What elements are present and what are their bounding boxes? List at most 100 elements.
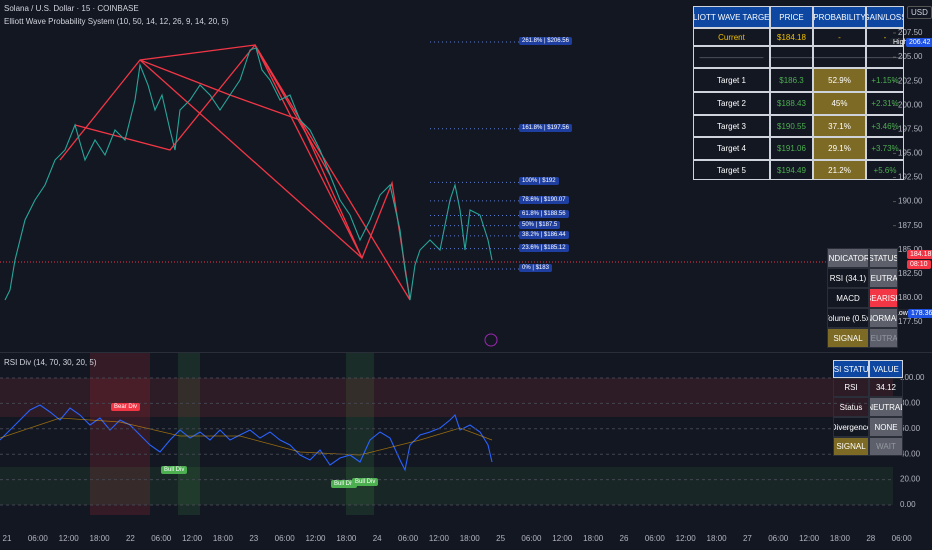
price-tick-label: 200.00 — [898, 100, 923, 109]
table-cell: Target 5 — [693, 160, 770, 180]
time-label: 18:00 — [830, 534, 851, 543]
table-cell: Status — [833, 397, 869, 417]
price-tick-label: 190.00 — [898, 197, 923, 206]
time-label: 06:00 — [768, 534, 789, 543]
time-label: 12:00 — [305, 534, 326, 543]
time-label: 27 — [743, 534, 752, 543]
table-cell: RSI (34.1) — [827, 268, 869, 288]
fib-label: 61.8% | $188.56 — [519, 210, 569, 219]
time-label: 18:00 — [90, 534, 111, 543]
price-tick-label: 197.50 — [898, 124, 923, 133]
rsi-line — [0, 404, 493, 472]
time-label: 18:00 — [213, 534, 234, 543]
table-cell: ———————— — [770, 46, 813, 68]
fib-label: 100% | $192 — [519, 177, 559, 186]
elliott-waves — [59, 43, 411, 301]
table-cell: - — [813, 28, 866, 46]
time-label: 06:00 — [275, 534, 296, 543]
table-cell: 29.1% — [813, 137, 866, 160]
time-label: 06:00 — [521, 534, 542, 543]
table-cell: Volume (0.5x) — [827, 308, 869, 328]
fib-label: 78.6% | $190.07 — [519, 195, 569, 204]
fib-label: 161.8% | $197.56 — [519, 123, 572, 132]
price-tick-label: 185.00 — [898, 245, 923, 254]
table-cell: NONE — [869, 417, 903, 437]
rsi-tick-label: 100.00 — [900, 373, 925, 382]
table-cell: +5.6% — [866, 160, 904, 180]
time-label: 26 — [620, 534, 629, 543]
time-label: 24 — [373, 534, 382, 543]
time-label: 06:00 — [151, 534, 172, 543]
fib-label: 38.2% | $186.44 — [519, 230, 569, 239]
event-icon — [484, 333, 498, 347]
rsi-tick-label: 0.00 — [900, 500, 916, 509]
time-label: 21 — [3, 534, 12, 543]
table-cell: ———————— — [813, 46, 866, 68]
time-label: 12:00 — [182, 534, 203, 543]
table-cell: Divergence — [833, 417, 869, 437]
table-cell: +3.46% — [866, 115, 904, 137]
oversold-zone — [0, 467, 893, 505]
divergence-label: Bull Div — [161, 466, 188, 474]
time-label: 18:00 — [460, 534, 481, 543]
table-cell: SIGNAL — [833, 437, 869, 456]
high-name: High — [890, 38, 911, 48]
time-label: 12:00 — [799, 534, 820, 543]
time-label: 06:00 — [398, 534, 419, 543]
price-tick-label: 177.50 — [898, 317, 923, 326]
fib-label: 0% | $183 — [519, 264, 552, 273]
fib-label: 50% | $187.5 — [519, 220, 561, 229]
table-cell: SIGNAL — [827, 328, 869, 348]
table-header-cell: PROBABILITY — [813, 6, 866, 28]
time-label: 18:00 — [707, 534, 728, 543]
table-cell: $188.43 — [770, 92, 813, 115]
divergence-label: Bull Div — [352, 478, 379, 486]
low-name: Low — [892, 308, 911, 318]
time-label: 22 — [126, 534, 135, 543]
rsi-ma — [0, 417, 493, 456]
time-label: 18:00 — [336, 534, 357, 543]
time-label: 12:00 — [676, 534, 697, 543]
table-header-cell: STATUS — [869, 248, 898, 268]
time-label: 12:00 — [59, 534, 80, 543]
price-tick-label: 202.50 — [898, 76, 923, 85]
table-cell: $191.06 — [770, 137, 813, 160]
price-tick-label: 192.50 — [898, 173, 923, 182]
table-cell: +3.73% — [866, 137, 904, 160]
table-cell: Target 1 — [693, 68, 770, 92]
table-cell: 52.9% — [813, 68, 866, 92]
table-cell: ———————— — [693, 46, 770, 68]
rsi-title: RSI Div (14, 70, 30, 20, 5) — [4, 358, 97, 367]
low-price: 178.36 — [908, 308, 932, 318]
table-cell: 21.2% — [813, 160, 866, 180]
table-cell: BEARISH — [869, 288, 898, 308]
time-label: 12:00 — [429, 534, 450, 543]
symbol-title: Solana / U.S. Dollar · 15 · COINBASE — [4, 4, 139, 13]
time-label: 06:00 — [28, 534, 49, 543]
time-label: 06:00 — [645, 534, 666, 543]
table-header-cell: VALUE — [869, 360, 903, 378]
bull-zone — [346, 353, 374, 515]
table-header-cell: INDICATOR — [827, 248, 869, 268]
table-header-cell: RSI STATUS — [833, 360, 869, 378]
table-cell: MACD — [827, 288, 869, 308]
table-header-cell: ELLIOTT WAVE TARGETS — [693, 6, 770, 28]
bull-zone — [178, 353, 200, 515]
table-cell: RSI — [833, 378, 869, 397]
table-cell: Target 2 — [693, 92, 770, 115]
rsi-tick-label: 80.00 — [900, 399, 921, 408]
table-cell: ———————— — [866, 46, 904, 68]
price-tick-label: 205.00 — [898, 52, 923, 61]
table-cell: 45% — [813, 92, 866, 115]
table-cell: $194.49 — [770, 160, 813, 180]
price-tick-label: 207.50 — [898, 28, 923, 37]
table-cell: NEUTRAL — [869, 397, 903, 417]
divergence-label: Bear Div — [111, 403, 141, 411]
price-tick-label: 195.00 — [898, 149, 923, 158]
current-time: 08:10 — [907, 259, 931, 269]
pane-divider — [0, 352, 932, 353]
time-label: 25 — [496, 534, 505, 543]
table-cell: $186.3 — [770, 68, 813, 92]
